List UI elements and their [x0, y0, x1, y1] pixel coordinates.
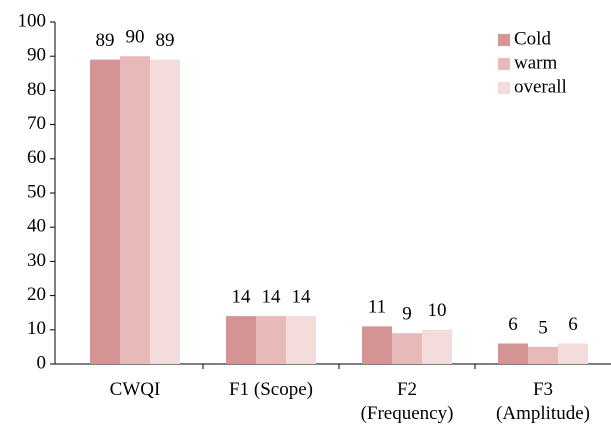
y-tick-label: 100: [18, 10, 47, 31]
bar: [226, 316, 256, 364]
value-label: 14: [232, 286, 252, 307]
value-label: 89: [96, 30, 115, 51]
y-tick-label: 60: [27, 147, 46, 168]
bar: [362, 326, 392, 364]
value-label: 11: [368, 297, 386, 318]
bar: [528, 346, 558, 364]
legend-label: overall: [514, 76, 567, 97]
legend-label: Cold: [514, 28, 551, 49]
y-tick-label: 70: [27, 113, 46, 134]
bar: [256, 316, 286, 364]
value-label: 6: [568, 314, 578, 335]
value-label: 6: [508, 314, 518, 335]
bar: [90, 59, 120, 365]
value-label: 9: [402, 304, 412, 325]
y-tick-label: 20: [27, 284, 46, 305]
legend-swatch: [498, 82, 510, 94]
x-tick-label: F1 (Scope): [229, 379, 313, 400]
legend-swatch: [498, 58, 510, 70]
y-tick-label: 90: [27, 45, 46, 66]
value-label: 10: [428, 300, 447, 321]
y-tick-label: 50: [27, 181, 46, 202]
x-tick-label: F3 (Amplitude): [496, 379, 590, 424]
y-tick-label: 10: [27, 318, 46, 339]
bar: [286, 316, 316, 364]
x-tick-label: CWQI: [109, 379, 161, 400]
bar: [120, 56, 150, 364]
bar: [422, 329, 452, 364]
value-label: 90: [126, 27, 145, 48]
x-tick-label: F2 (Frequency): [360, 379, 454, 424]
value-label: 14: [262, 286, 282, 307]
value-label: 89: [156, 30, 175, 51]
y-tick-label: 0: [37, 352, 47, 373]
bar: [558, 343, 588, 364]
bar: [150, 59, 180, 365]
value-label: 5: [538, 317, 548, 338]
bar: [498, 343, 528, 364]
y-tick-label: 30: [27, 250, 46, 271]
y-tick-label: 40: [27, 216, 46, 237]
legend-swatch: [498, 34, 510, 46]
value-label: 14: [292, 286, 312, 307]
bar: [392, 333, 422, 364]
y-tick-label: 80: [27, 79, 46, 100]
legend-label: warm: [514, 52, 557, 73]
